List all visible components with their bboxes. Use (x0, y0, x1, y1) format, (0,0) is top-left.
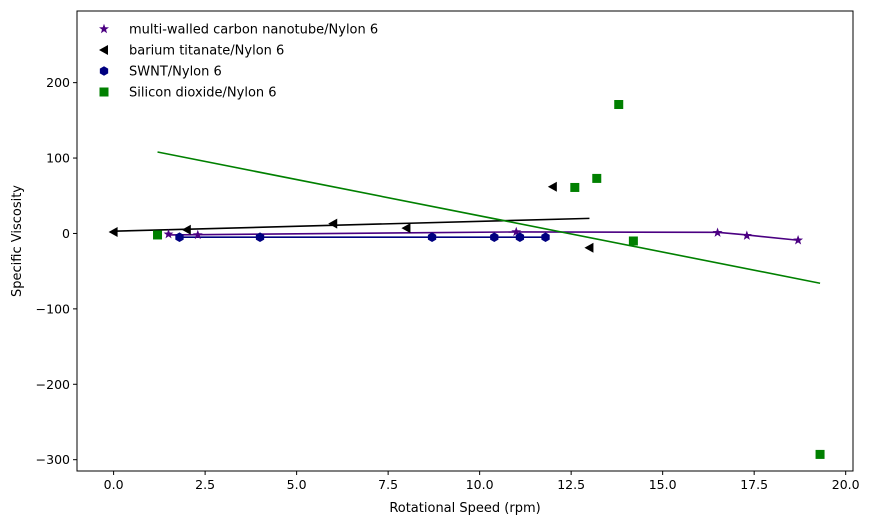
data-point-series-1 (181, 224, 191, 235)
legend: multi-walled carbon nanotube/Nylon 6 bari… (99, 23, 378, 101)
data-point-series-2 (255, 232, 265, 243)
legend-label-2: SWNT/Nylon 6 (129, 65, 222, 80)
fit-lines (113, 151, 821, 285)
data-point-series-0 (793, 235, 804, 245)
legend-marker-2 (99, 66, 109, 76)
y-axis-label: Specific Viscosity (10, 185, 25, 297)
legend-label-0: multi-walled carbon nanotube/Nylon 6 (129, 23, 378, 38)
fit-line-series-1 (113, 217, 590, 232)
data-point-series-2 (490, 232, 499, 243)
data-point-series-3 (614, 100, 624, 110)
axis-ticks: 0.0 2.5 5.0 7.5 10.0 12.5 15.0 17.5 20.0 −300 −200… (36, 75, 860, 492)
data-point-series-0 (712, 227, 723, 237)
data-point-series-0 (511, 226, 522, 237)
y-tick-label: 0 (62, 226, 70, 241)
x-tick-label: 10.0 (466, 477, 494, 492)
x-tick-label: 2.5 (195, 477, 215, 492)
data-point-series-3 (153, 230, 163, 240)
data-point-series-1 (401, 223, 411, 234)
x-axis-label: Rotational Speed (rpm) (389, 501, 540, 516)
data-point-series-3 (815, 449, 825, 459)
x-tick-label: 17.5 (740, 477, 768, 492)
plot-frame (76, 10, 854, 472)
y-tick-label: −100 (36, 301, 70, 316)
data-point-series-1 (547, 181, 557, 192)
x-tick-label: 12.5 (557, 477, 585, 492)
legend-label-3: Silicon dioxide/Nylon 6 (129, 86, 277, 101)
y-tick-label: 100 (46, 151, 70, 166)
x-tick-label: 7.5 (378, 477, 398, 492)
legend-label-1: barium titanate/Nylon 6 (129, 44, 284, 59)
data-markers (108, 100, 825, 459)
x-tick-label: 15.0 (649, 477, 677, 492)
data-point-series-1 (584, 242, 594, 253)
data-point-series-2 (515, 232, 525, 243)
legend-marker-3 (99, 87, 109, 97)
fit-line-series-0 (168, 231, 799, 242)
y-tick-label: −200 (36, 377, 70, 392)
data-point-series-0 (192, 229, 203, 240)
y-tick-label: 200 (46, 75, 70, 90)
x-tick-label: 20.0 (832, 477, 860, 492)
legend-marker-0 (99, 23, 109, 34)
fit-line-series-3 (157, 151, 821, 285)
data-point-series-3 (592, 173, 602, 183)
data-point-series-1 (108, 226, 118, 237)
legend-marker-1 (99, 45, 108, 55)
data-point-series-0 (741, 230, 752, 240)
x-tick-label: 5.0 (287, 477, 307, 492)
data-point-series-2 (427, 232, 437, 243)
data-point-series-2 (175, 232, 184, 243)
x-tick-label: 0.0 (104, 477, 124, 492)
data-point-series-1 (328, 218, 338, 229)
data-point-series-0 (163, 229, 174, 239)
y-tick-label: −300 (36, 452, 70, 467)
data-point-series-3 (628, 236, 638, 246)
data-point-series-2 (541, 232, 550, 243)
data-point-series-3 (570, 182, 580, 192)
